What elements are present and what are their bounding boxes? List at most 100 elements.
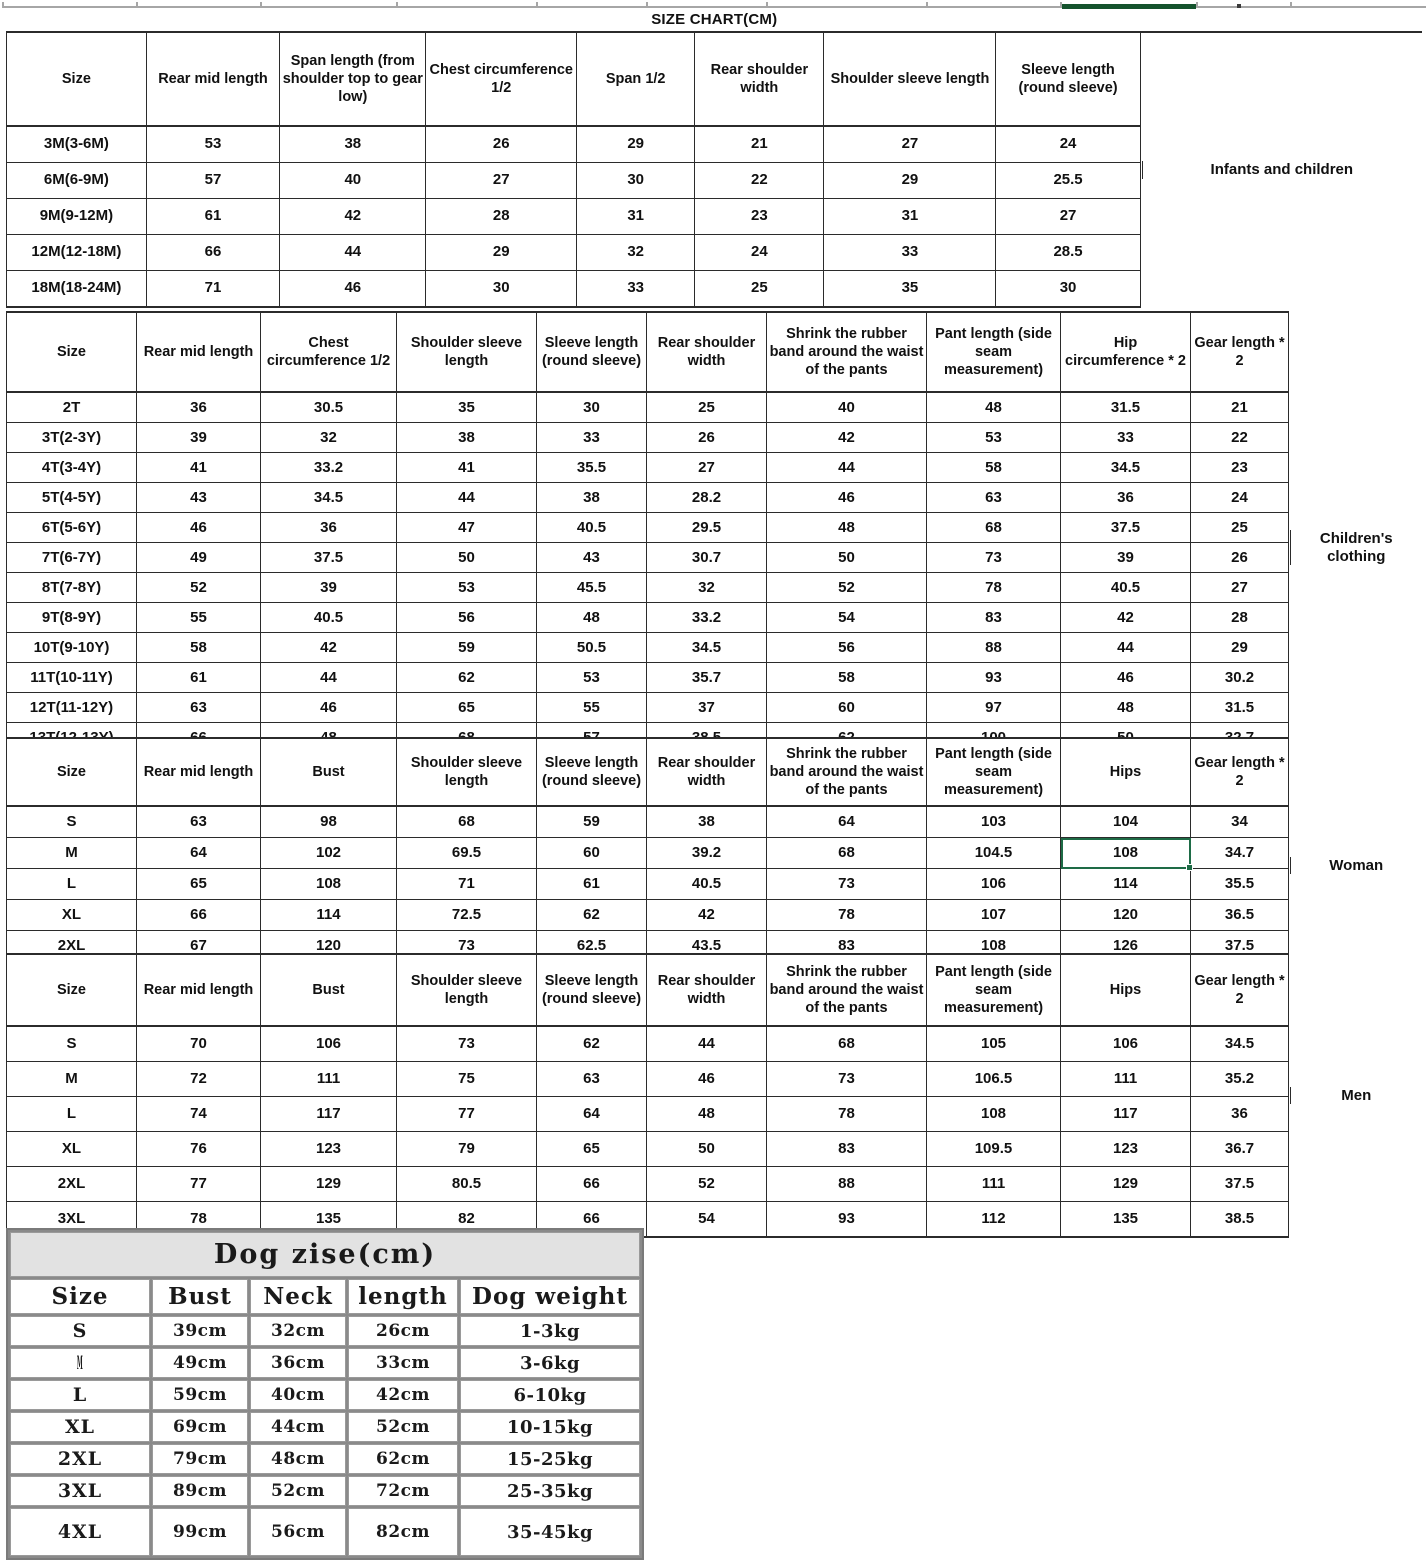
cell-value: 44 — [260, 662, 397, 693]
cell-value: 68 — [396, 805, 537, 838]
active-cell[interactable]: 108 — [1060, 837, 1194, 872]
table-row: S 70 106 73 62 44 68 105 106 34.5 — [6, 1025, 1423, 1062]
cell-size: 3XL — [10, 1476, 150, 1506]
column-divider[interactable] — [1196, 2, 1198, 8]
col-header-pant-length: Pant length (side seam measurement) — [926, 953, 1061, 1027]
cell-size: XL — [6, 1131, 137, 1167]
cell-dog-weight: 15-25kg — [460, 1444, 641, 1474]
cell-value: 32 — [646, 572, 767, 603]
cell-value: 123 — [260, 1131, 397, 1167]
column-divider[interactable] — [260, 2, 262, 8]
cell-value: 65 — [536, 1131, 647, 1167]
cell-value: 62 — [536, 1025, 647, 1062]
cell-value: 73 — [926, 542, 1061, 573]
cell-value: 72cm — [348, 1476, 458, 1506]
cell-size: XL — [6, 899, 137, 931]
cell-value: 25.5 — [995, 161, 1141, 199]
cell-size: 9M(9-12M) — [6, 197, 147, 235]
cell-value: 36 — [1190, 1096, 1289, 1132]
cell-value: 60 — [536, 837, 647, 869]
column-divider[interactable] — [646, 2, 648, 8]
cell-value: 25 — [694, 269, 825, 308]
cell-value: 42 — [260, 632, 397, 663]
cell-value: 106 — [260, 1025, 397, 1062]
column-divider[interactable] — [1060, 2, 1062, 8]
cell-value: 120 — [1060, 899, 1191, 931]
dog-header-row: Size Bust Neck length Dog weight — [10, 1279, 641, 1314]
cell-value: 23 — [694, 197, 825, 235]
column-divider[interactable] — [136, 2, 138, 8]
col-header-hip-circumference: Hip circumference * 2 — [1060, 311, 1191, 393]
col-header-gear-length: Gear length * 2 — [1190, 311, 1289, 393]
cell-size: L — [6, 1096, 137, 1132]
cell-value: 80.5 — [396, 1166, 537, 1202]
column-divider[interactable] — [926, 2, 928, 8]
cell-value: 24 — [1190, 482, 1289, 513]
table-row: 7T(6-7Y) 49 37.5 50 43 30.7 50 73 39 26 — [6, 542, 1423, 573]
cell-size: 6T(5-6Y) — [6, 512, 137, 543]
size-table-men: Size Rear mid length Bust Shoulder sleev… — [6, 953, 1423, 1238]
spreadsheet-column-header-bar[interactable] — [0, 0, 1428, 9]
cell-size: 7T(6-7Y) — [6, 542, 137, 573]
size-table-dog: Dog zise(cm) Size Bust Neck length Dog w… — [6, 1228, 645, 1560]
cell-size: 8T(7-8Y) — [6, 572, 137, 603]
cell-value: 44 — [279, 233, 427, 271]
cell-value: 26cm — [348, 1316, 458, 1346]
cell-value: 32cm — [250, 1316, 346, 1346]
category-label-woman: Woman — [1290, 856, 1422, 875]
cell-value: 46 — [260, 692, 397, 723]
cell-size: 12M(12-18M) — [6, 233, 147, 271]
table-row: L 65 108 71 61 40.5 73 106 114 35.5 — [6, 868, 1423, 900]
cell-value: 79cm — [152, 1444, 248, 1474]
cell-value: 36.7 — [1190, 1131, 1289, 1167]
cell-value: 65 — [136, 868, 261, 900]
cell-value: 43 — [536, 542, 647, 573]
cell-value: 111 — [926, 1166, 1061, 1202]
cell-value: 105 — [926, 1025, 1061, 1062]
cell-value: 64 — [136, 837, 261, 869]
cell-value: 46 — [1060, 662, 1191, 693]
column-divider[interactable] — [396, 2, 398, 8]
cell-value: 35 — [396, 391, 537, 423]
cell-size: 5T(4-5Y) — [6, 482, 137, 513]
cell-value: 73 — [766, 868, 927, 900]
col-header-hips: Hips — [1060, 953, 1191, 1027]
table-row: M 72 111 75 63 46 73 106.5 111 35.2 — [6, 1061, 1423, 1097]
column-divider[interactable] — [2, 2, 4, 8]
col-header-rear-mid-length: Rear mid length — [145, 31, 281, 127]
col-header-sleeve-length: Sleeve length (round sleeve) — [536, 311, 647, 393]
cell-value: 45.5 — [536, 572, 647, 603]
cell-size: 9T(8-9Y) — [6, 602, 137, 633]
col-header-size: Size — [6, 737, 137, 807]
cell-value: 36cm — [250, 1348, 346, 1378]
col-header-span-half: Span 1/2 — [576, 31, 696, 127]
cell-value: 33 — [1060, 422, 1191, 453]
cell-value: 104 — [1060, 805, 1191, 838]
column-divider[interactable] — [1290, 2, 1292, 8]
col-header-rear-shoulder-width: Rear shoulder width — [694, 31, 825, 127]
cell-value: 111 — [260, 1061, 397, 1097]
cell-value: 55 — [136, 602, 261, 633]
cell-value: 30 — [536, 391, 647, 423]
cell-value: 129 — [1060, 1166, 1191, 1202]
cell-value: 40.5 — [646, 868, 767, 900]
table-row: 9T(8-9Y) 55 40.5 56 48 33.2 54 83 42 28 — [6, 602, 1423, 633]
cell-value: 97 — [926, 692, 1061, 723]
cell-value: 23 — [1190, 452, 1289, 483]
dog-row: 2XL 79cm 48cm 62cm 15-25kg — [10, 1444, 641, 1474]
category-label-men: Men — [1290, 1086, 1422, 1105]
cell-value: 33.2 — [260, 452, 397, 483]
cell-size: XL — [10, 1412, 150, 1442]
cell-value: 66 — [536, 1166, 647, 1202]
column-divider[interactable] — [766, 2, 768, 8]
column-divider[interactable] — [536, 2, 538, 8]
cell-value: 111 — [1060, 1061, 1191, 1097]
table-row: 9M(9-12M) 61 42 28 31 23 31 27 — [6, 197, 1423, 235]
cell-value: 55 — [536, 692, 647, 723]
cell-value: 30.5 — [260, 391, 397, 423]
cell-value: 40.5 — [260, 602, 397, 633]
cell-value: 44 — [646, 1025, 767, 1062]
cell-value: 22 — [694, 161, 825, 199]
cell-value: 46 — [646, 1061, 767, 1097]
cell-value: 53 — [926, 422, 1061, 453]
